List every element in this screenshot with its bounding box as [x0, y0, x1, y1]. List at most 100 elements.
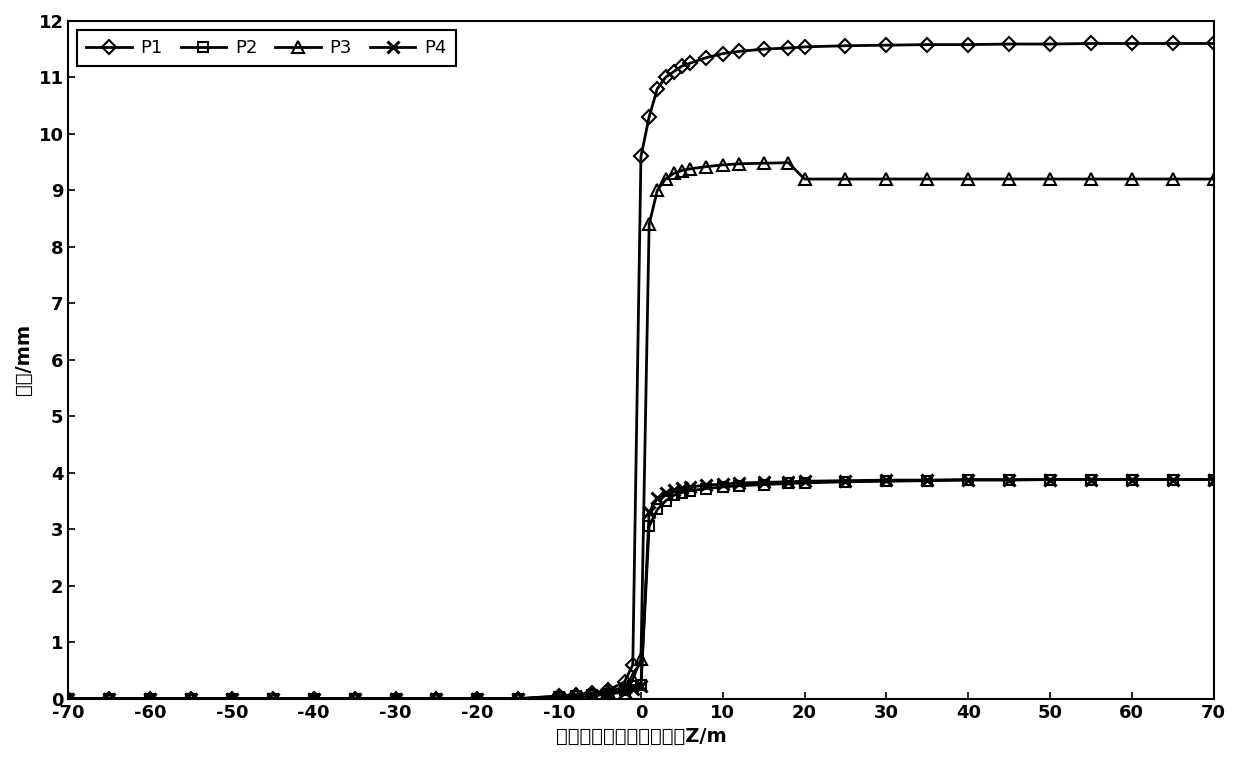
P2	[699, 484, 714, 493]
P3	[1043, 175, 1058, 184]
P3	[1125, 175, 1140, 184]
P1	[347, 694, 362, 703]
P3	[879, 175, 894, 184]
P2	[634, 680, 649, 689]
P4	[102, 694, 117, 703]
P3	[1207, 175, 1221, 184]
P3	[470, 694, 485, 703]
P2	[265, 694, 280, 703]
P4	[658, 488, 673, 497]
P3	[568, 691, 583, 700]
P2	[879, 477, 894, 486]
P2	[1125, 475, 1140, 484]
P4	[568, 692, 583, 701]
P2	[184, 694, 198, 703]
P3	[601, 687, 616, 696]
P1	[666, 67, 681, 76]
P3	[641, 220, 656, 229]
P3	[184, 694, 198, 703]
P1	[552, 692, 567, 701]
P1	[1207, 39, 1221, 48]
P2	[797, 478, 812, 487]
P4	[879, 476, 894, 485]
P2	[756, 480, 771, 489]
P4	[429, 694, 444, 703]
P1	[675, 62, 689, 71]
P3	[666, 169, 681, 178]
P2	[838, 477, 853, 486]
P3	[388, 694, 403, 703]
P2	[618, 686, 632, 695]
P3	[143, 694, 157, 703]
P1	[838, 41, 853, 50]
P4	[650, 493, 665, 502]
P2	[1084, 475, 1099, 484]
P4	[584, 692, 599, 701]
P4	[756, 478, 771, 487]
P2	[306, 694, 321, 703]
P1	[625, 660, 640, 670]
P2	[1043, 475, 1058, 484]
Line: P3: P3	[63, 157, 1219, 705]
P2	[715, 483, 730, 492]
P4	[601, 689, 616, 698]
P1	[601, 686, 616, 695]
P4	[732, 478, 746, 487]
P1	[641, 112, 656, 122]
P2	[675, 488, 689, 497]
P1	[920, 40, 935, 49]
P2	[1207, 475, 1221, 484]
P1	[650, 84, 665, 93]
P3	[699, 162, 714, 171]
P4	[265, 694, 280, 703]
P1	[961, 40, 976, 49]
P3	[584, 689, 599, 698]
P3	[781, 158, 796, 167]
P1	[511, 694, 526, 703]
P1	[388, 694, 403, 703]
P4	[61, 694, 76, 703]
P1	[184, 694, 198, 703]
P3	[920, 175, 935, 184]
P4	[470, 694, 485, 703]
P4	[1084, 475, 1099, 484]
P2	[920, 476, 935, 485]
P2	[641, 522, 656, 531]
P1	[1166, 39, 1180, 48]
P2	[429, 694, 444, 703]
P4	[641, 508, 656, 517]
P2	[224, 694, 239, 703]
X-axis label: 开挖面与监测断面的距离Z/m: 开挖面与监测断面的距离Z/m	[556, 727, 727, 746]
P3	[1084, 175, 1099, 184]
P4	[699, 480, 714, 489]
P1	[306, 694, 321, 703]
P1	[143, 694, 157, 703]
P2	[584, 691, 599, 700]
P4	[1207, 475, 1221, 484]
Legend: P1, P2, P3, P4: P1, P2, P3, P4	[77, 30, 455, 66]
P4	[388, 694, 403, 703]
P1	[715, 49, 730, 59]
P4	[347, 694, 362, 703]
P3	[265, 694, 280, 703]
P3	[61, 694, 76, 703]
P1	[618, 677, 632, 686]
P3	[347, 694, 362, 703]
P3	[634, 654, 649, 663]
P4	[781, 477, 796, 486]
P4	[306, 694, 321, 703]
P3	[102, 694, 117, 703]
P4	[715, 480, 730, 489]
P2	[102, 694, 117, 703]
P1	[699, 53, 714, 62]
P1	[658, 73, 673, 82]
P2	[625, 682, 640, 691]
P3	[306, 694, 321, 703]
P2	[347, 694, 362, 703]
P2	[61, 694, 76, 703]
P1	[1084, 39, 1099, 48]
P1	[1125, 39, 1140, 48]
P1	[682, 59, 697, 68]
P2	[568, 692, 583, 701]
P4	[184, 694, 198, 703]
